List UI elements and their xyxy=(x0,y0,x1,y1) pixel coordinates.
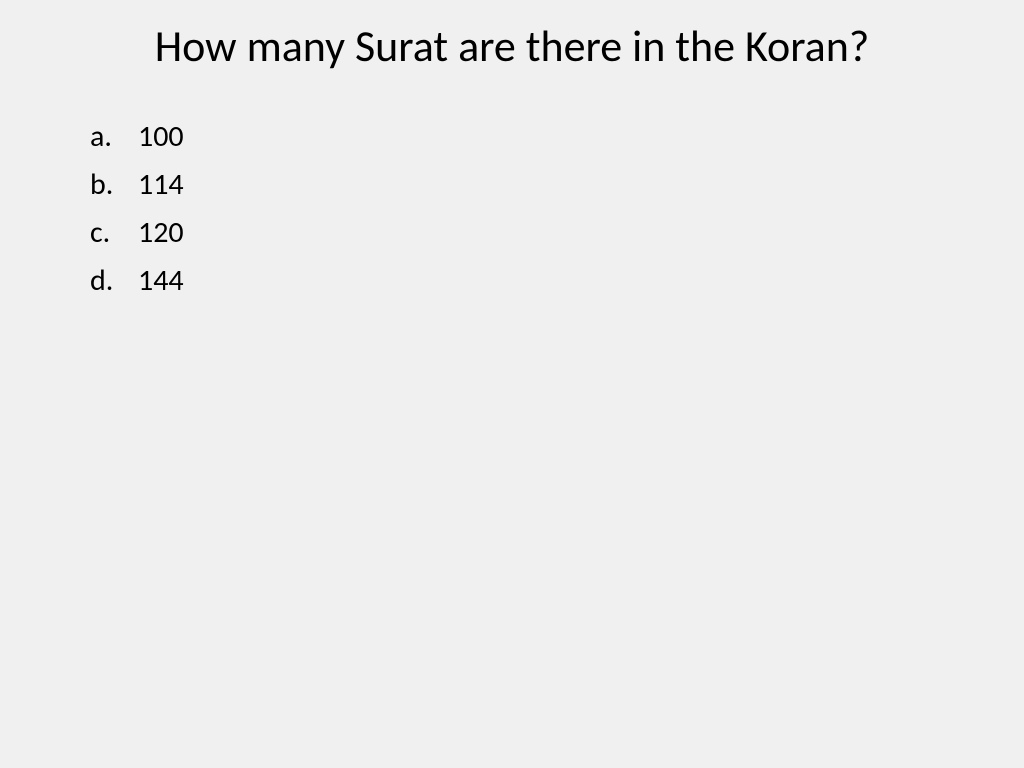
option-b: b. 114 xyxy=(90,161,964,209)
option-value: 114 xyxy=(138,161,184,209)
option-value: 144 xyxy=(138,257,184,305)
option-value: 120 xyxy=(138,209,184,257)
option-letter: b. xyxy=(90,161,138,209)
option-value: 100 xyxy=(138,113,184,161)
option-d: d. 144 xyxy=(90,257,964,305)
options-list: a. 100 b. 114 c. 120 d. 144 xyxy=(60,113,964,305)
slide-container: How many Surat are there in the Koran? a… xyxy=(0,0,1024,768)
option-letter: d. xyxy=(90,257,138,305)
option-letter: c. xyxy=(90,209,138,257)
option-c: c. 120 xyxy=(90,209,964,257)
option-letter: a. xyxy=(90,113,138,161)
option-a: a. 100 xyxy=(90,113,964,161)
question-title: How many Surat are there in the Koran? xyxy=(60,20,964,73)
